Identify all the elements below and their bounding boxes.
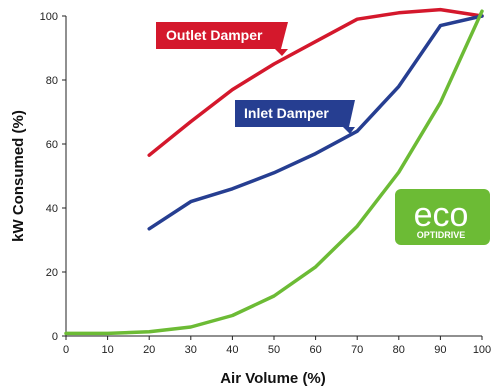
outlet-damper-tag-pointer — [275, 49, 288, 56]
eco-optidrive-series-line — [64, 9, 484, 336]
inlet-damper-tag-pointer — [343, 127, 355, 134]
outlet-damper-tag-text: Outlet Damper — [166, 27, 263, 43]
y-axis-title: kW Consumed (%) — [10, 110, 27, 242]
outlet-damper-tag-shape — [156, 22, 288, 49]
eco-optidrive-logo-icon: eco OPTIDRIVE — [395, 189, 490, 245]
outlet-damper-label: Outlet Damper — [156, 22, 288, 56]
x-tick-label: 60 — [309, 344, 321, 356]
y-tick-label: 100 — [40, 11, 58, 23]
x-tick-label: 80 — [393, 344, 405, 356]
inlet-damper-series-line — [147, 14, 484, 231]
eco-logo-subtext: OPTIDRIVE — [417, 230, 466, 240]
x-tick-label: 40 — [226, 344, 238, 356]
x-tick-label: 90 — [434, 344, 446, 356]
axis-ticks: 0 10 20 30 40 50 60 70 80 90 100 0 20 40 60 80 100 — [40, 11, 492, 356]
inlet-damper-tag-shape — [235, 100, 355, 127]
x-tick-label: 10 — [101, 344, 113, 356]
y-tick-label: 0 — [52, 331, 58, 343]
x-tick-label: 20 — [143, 344, 155, 356]
plot-area: 0 10 20 30 40 50 60 70 80 90 100 0 20 40 60 80 100 — [40, 7, 492, 356]
y-tick-label: 20 — [46, 267, 58, 279]
x-tick-label: 30 — [185, 344, 197, 356]
y-tick-label: 40 — [46, 203, 58, 215]
inlet-damper-label: Inlet Damper — [235, 100, 355, 134]
x-tick-label: 100 — [473, 344, 491, 356]
series-layer — [64, 7, 484, 336]
x-axis-title: Air Volume (%) — [220, 370, 326, 387]
outlet-damper-series-line — [147, 7, 484, 157]
eco-logo-background — [395, 189, 490, 245]
x-tick-label: 70 — [351, 344, 363, 356]
x-tick-label: 0 — [63, 344, 69, 356]
y-tick-label: 60 — [46, 139, 58, 151]
inlet-damper-tag-text: Inlet Damper — [244, 105, 329, 121]
eco-logo-word: eco — [414, 196, 469, 234]
x-tick-label: 50 — [268, 344, 280, 356]
y-tick-label: 80 — [46, 75, 58, 87]
